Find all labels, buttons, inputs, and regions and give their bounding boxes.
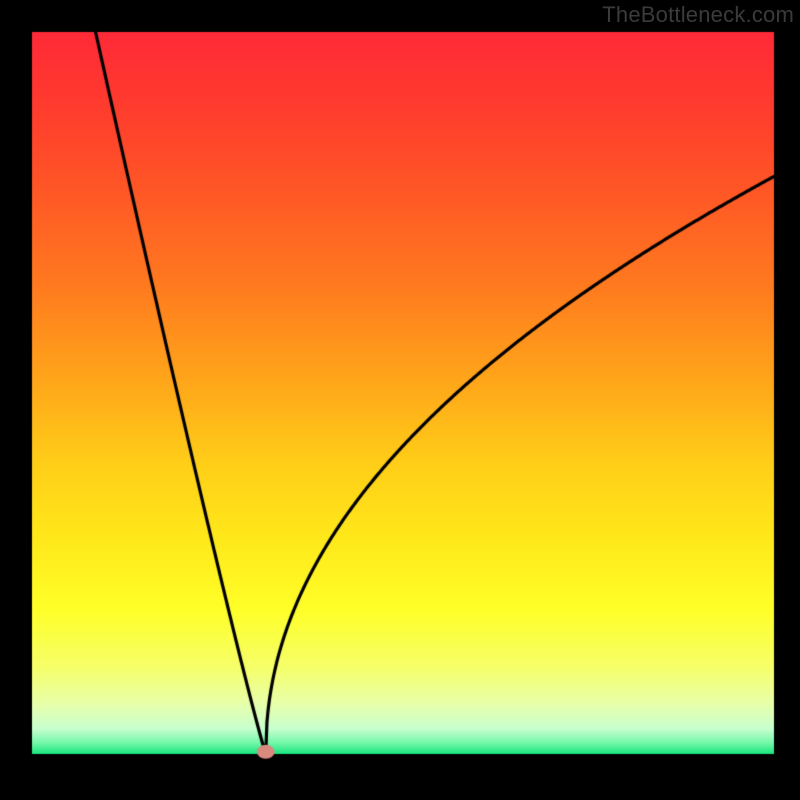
- chart-root: TheBottleneck.com: [0, 0, 800, 800]
- bottleneck-curve-plot: [0, 0, 800, 800]
- watermark-text: TheBottleneck.com: [602, 2, 794, 28]
